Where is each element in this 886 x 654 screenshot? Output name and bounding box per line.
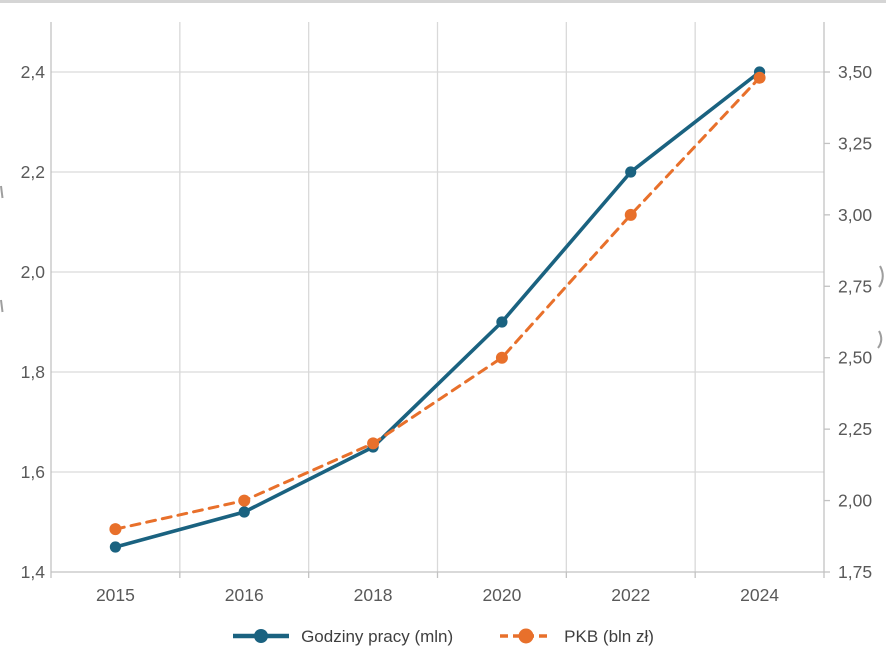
x-axis-tick-label: 2018 xyxy=(354,585,393,605)
x-axis-tick-label: 2015 xyxy=(96,585,135,605)
data-point-2020 xyxy=(495,351,508,364)
x-axis-tick-label: 2024 xyxy=(740,585,779,605)
data-point-2022 xyxy=(624,208,637,221)
left-axis-tick-label: 2,2 xyxy=(21,162,45,182)
data-point-2018 xyxy=(367,437,380,450)
legend-label-pkb: PKB (bln zł) xyxy=(564,626,654,646)
legend-line-sample-dashed xyxy=(500,628,553,644)
left-axis-tick-label: 2,0 xyxy=(21,262,46,282)
x-axis-tick-label: 2020 xyxy=(482,585,521,605)
right-axis-title-fragment xyxy=(878,265,884,288)
x-axis-tick-label: 2016 xyxy=(225,585,264,605)
legend-line-sample-solid xyxy=(233,629,290,643)
legend-label-godziny-pracy: Godziny pracy (mln) xyxy=(301,626,454,646)
right-axis-tick-label: 3,50 xyxy=(838,62,872,82)
data-point-2020 xyxy=(496,316,508,328)
right-axis-tick-label: 2,25 xyxy=(838,419,872,439)
legend-item-pkb: PKB (bln zł) xyxy=(499,628,654,645)
right-axis-tick-label: 3,00 xyxy=(838,205,872,225)
right-axis-tick-label: 2,50 xyxy=(838,348,872,368)
data-point-2016 xyxy=(238,506,250,518)
chart-legend: Godziny pracy (mln) PKB (bln zł) xyxy=(0,621,886,651)
left-axis-title-fragment xyxy=(0,185,4,199)
data-point-2024 xyxy=(753,71,766,84)
legend-item-godziny-pracy: Godziny pracy (mln) xyxy=(232,628,453,645)
left-axis-tick-label: 1,6 xyxy=(21,462,45,482)
data-point-2015 xyxy=(109,541,122,553)
series-line-0 xyxy=(113,70,762,549)
data-point-2016 xyxy=(238,494,251,507)
right-axis-tick-label: 1,75 xyxy=(838,562,872,582)
right-axis-tick-label: 2,75 xyxy=(838,276,872,296)
top-border-line xyxy=(0,0,886,3)
left-axis-title-fragment xyxy=(0,299,4,313)
data-point-2022 xyxy=(625,166,637,178)
right-axis-title-fragment xyxy=(877,330,883,349)
right-axis-tick-label: 2,00 xyxy=(838,491,872,511)
left-axis-tick-label: 1,8 xyxy=(21,362,45,382)
left-axis-tick-label: 1,4 xyxy=(21,562,46,582)
right-axis-tick-label: 3,25 xyxy=(838,133,872,153)
data-point-2015 xyxy=(109,523,122,536)
left-axis-tick-label: 2,4 xyxy=(21,62,46,82)
x-axis-tick-label: 2022 xyxy=(611,585,650,605)
